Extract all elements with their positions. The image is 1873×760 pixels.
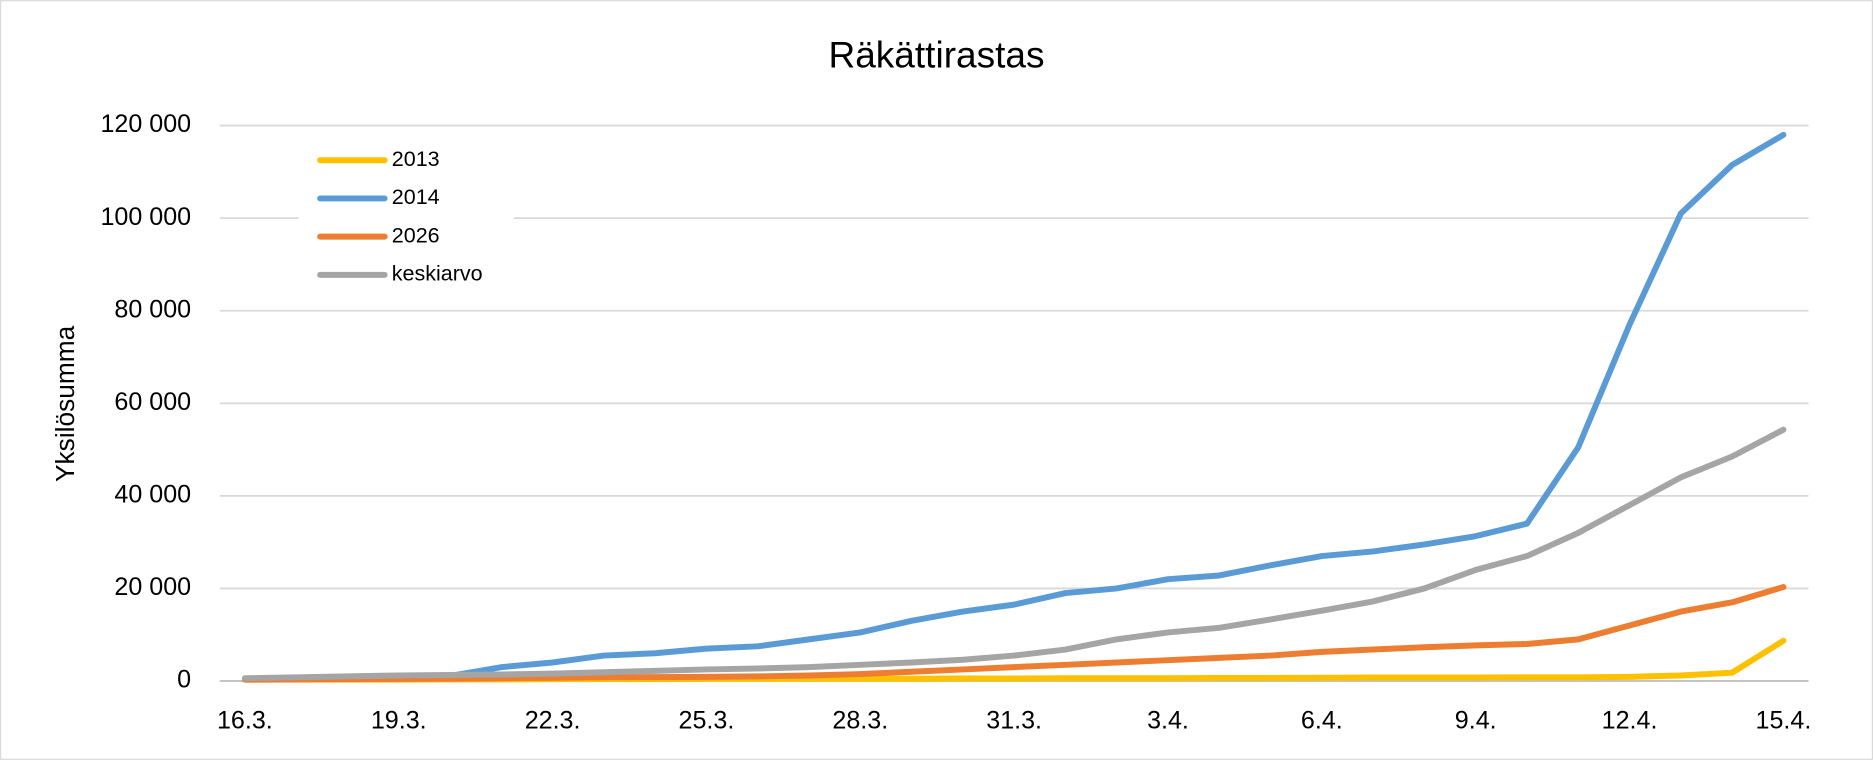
legend-label: 2014 <box>392 185 440 209</box>
y-tick-label: 40 000 <box>114 480 191 508</box>
legend-label: keskiarvo <box>392 262 483 286</box>
series-line <box>241 584 1787 683</box>
x-tick-label: 12.4. <box>1602 706 1658 734</box>
x-tick-label: 6.4. <box>1301 706 1343 734</box>
x-tick-label: 3.4. <box>1147 706 1189 734</box>
x-tick-label: 9.4. <box>1455 706 1497 734</box>
series-line <box>241 426 1787 682</box>
x-tick-label: 19.3. <box>371 706 427 734</box>
y-tick-label: 80 000 <box>114 295 191 323</box>
x-tick-label: 22.3. <box>525 706 581 734</box>
y-axis-label: Yksilösumma <box>50 325 80 482</box>
series-line <box>241 131 1787 682</box>
x-tick-label: 15.4. <box>1756 706 1812 734</box>
legend-label: 2013 <box>392 147 440 171</box>
legend-box <box>298 141 514 294</box>
x-tick-label: 16.3. <box>217 706 273 734</box>
legend-label: 2026 <box>392 223 440 247</box>
y-tick-label: 0 <box>177 666 191 694</box>
x-tick-label: 31.3. <box>986 706 1042 734</box>
y-tick-label: 100 000 <box>100 203 191 231</box>
y-tick-label: 60 000 <box>114 388 191 416</box>
y-tick-label: 20 000 <box>114 573 191 601</box>
x-tick-label: 28.3. <box>832 706 888 734</box>
x-tick-label: 25.3. <box>679 706 735 734</box>
y-tick-label: 120 000 <box>100 110 191 138</box>
chart-title: Räkättirastas <box>828 33 1044 75</box>
